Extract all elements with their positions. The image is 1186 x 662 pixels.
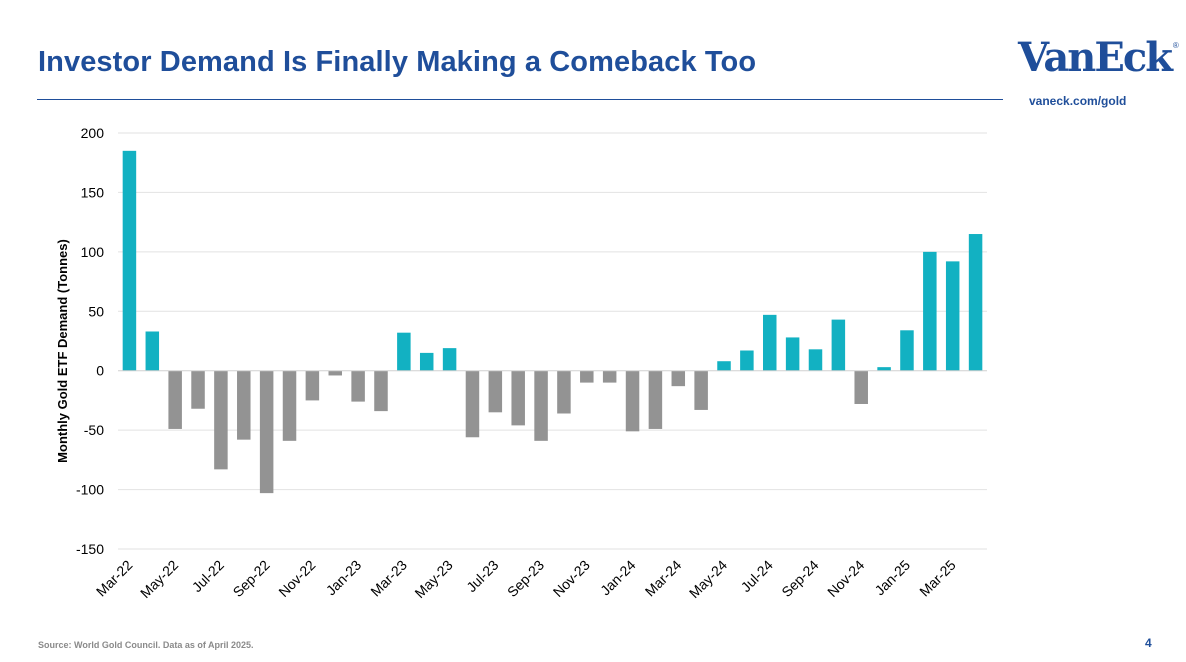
x-tick-label: Jul-24 (738, 557, 776, 595)
bar-mar-24 (671, 370, 686, 387)
x-tick-label: Mar-22 (93, 557, 136, 600)
x-tick-label: Mar-23 (367, 557, 410, 600)
bar-nov-24 (854, 370, 868, 404)
logo-text: VanEck (1018, 34, 1173, 81)
x-tick-label: Jul-22 (189, 557, 227, 595)
y-tick-label: -50 (84, 422, 104, 438)
x-tick-label: Jul-23 (463, 557, 501, 595)
bar-jan-23 (351, 370, 365, 402)
bar-feb-25 (923, 251, 937, 371)
bar-jan-24 (625, 370, 640, 432)
bar-may-24 (717, 361, 731, 371)
bar-jul-23 (488, 370, 503, 413)
bar-may-22 (168, 370, 182, 429)
x-tick-label: Jan-23 (323, 557, 365, 599)
bar-mar-25 (945, 261, 960, 371)
x-tick-label: May-22 (137, 557, 181, 601)
bar-may-23 (442, 348, 457, 371)
bar-jul-22 (214, 370, 228, 470)
bar-jan-25 (900, 330, 914, 371)
bar-jun-23 (465, 370, 480, 438)
bar-jun-24 (740, 350, 754, 371)
bar-sep-23 (534, 370, 548, 441)
bar-oct-24 (831, 319, 846, 371)
y-tick-label: -100 (76, 482, 104, 498)
x-tick-label: Jan-24 (597, 557, 639, 599)
bar-jul-24 (763, 314, 777, 371)
y-tick-label: 200 (81, 125, 105, 141)
bar-aug-24 (785, 337, 800, 371)
y-tick-label: 50 (88, 303, 104, 319)
registered-mark: ® (1172, 41, 1179, 50)
page-title: Investor Demand Is Finally Making a Come… (38, 46, 757, 78)
y-tick-label: 0 (96, 363, 104, 379)
x-tick-label: Mar-25 (916, 557, 959, 600)
page-number: 4 (1145, 636, 1152, 650)
source-note: Source: World Gold Council. Data as of A… (38, 640, 254, 650)
y-axis-ticks: -150 -100 -50 0 50 100 150 200 (76, 125, 104, 557)
y-axis-label: Monthly Gold ETF Demand (Tonnes) (55, 239, 70, 463)
y-tick-label: 100 (81, 244, 105, 260)
bar-apr-25 (968, 234, 983, 371)
x-tick-label: Nov-23 (550, 557, 593, 600)
bar-aug-23 (511, 370, 525, 426)
x-tick-label: Mar-24 (642, 557, 685, 600)
grid-lines (118, 132, 987, 550)
x-tick-label: Nov-24 (824, 557, 867, 600)
bar-mar-22 (122, 150, 137, 371)
bar-dec-22 (328, 370, 342, 376)
bar-nov-22 (305, 370, 320, 401)
y-tick-label: 150 (81, 184, 105, 200)
x-axis-ticks: Mar-22 May-22 Jul-22 Sep-22 Nov-22 Jan-23 Mar-… (93, 557, 959, 601)
bar-aug-22 (237, 370, 251, 440)
bar-apr-23 (419, 352, 434, 371)
bar-nov-23 (580, 370, 594, 383)
bar-oct-23 (557, 370, 571, 414)
bar-sep-24 (808, 349, 823, 371)
x-tick-label: Sep-23 (504, 557, 547, 600)
bar-apr-22 (145, 331, 160, 371)
bar-feb-23 (374, 370, 388, 412)
bar-dec-23 (602, 370, 617, 383)
bar-mar-23 (397, 332, 411, 371)
x-tick-label: May-24 (686, 557, 730, 601)
site-url-link[interactable]: vaneck.com/gold (1029, 94, 1127, 108)
x-tick-label: Jan-25 (871, 557, 913, 599)
bar-feb-24 (648, 370, 663, 429)
bar-oct-22 (282, 370, 297, 441)
title-divider (37, 99, 1003, 100)
bar-series (122, 150, 983, 494)
vaneck-logo: VanEck ® (1018, 38, 1179, 78)
bar-sep-22 (259, 370, 274, 494)
x-tick-label: May-23 (411, 557, 455, 601)
bar-jun-22 (191, 370, 205, 409)
bar-apr-24 (694, 370, 708, 410)
bar-dec-24 (877, 367, 891, 371)
y-tick-label: -150 (76, 541, 104, 557)
x-tick-label: Sep-22 (230, 557, 273, 600)
x-tick-label: Sep-24 (778, 557, 821, 600)
x-tick-label: Nov-22 (275, 557, 318, 600)
